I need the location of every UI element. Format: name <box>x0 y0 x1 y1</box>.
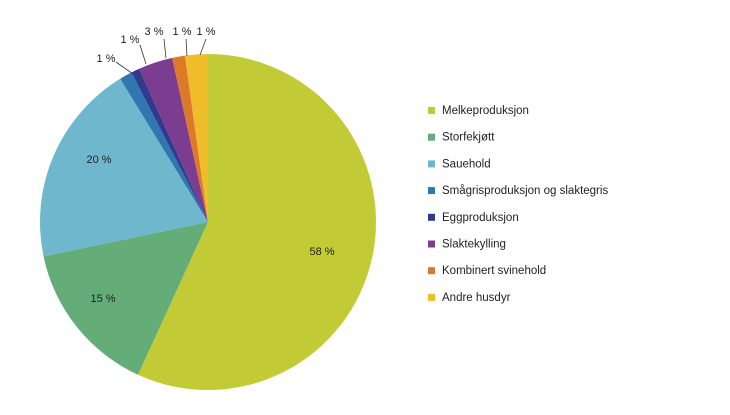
data-label-eggproduksjon: 1 % <box>121 34 140 46</box>
legend-item-andre-husdyr: Andre husdyr <box>428 292 511 304</box>
legend-item-sma-grisproduksjon-og-slaktegris: Smågrisproduksjon og slaktegris <box>428 185 608 197</box>
pie-slices <box>39 53 376 391</box>
leader-line-sma-grisproduksjon-og-slaktegris <box>115 61 134 75</box>
label-leader-lines <box>115 38 207 75</box>
pie-slice-melkeproduksjon <box>138 54 376 391</box>
pie-slice-eggproduksjon <box>131 68 208 222</box>
legend-label: Kombinert svinehold <box>442 265 546 277</box>
data-label-sauehold: 20 % <box>86 154 111 166</box>
data-label-slaktekylling: 3 % <box>145 26 164 38</box>
legend-swatch <box>428 133 435 141</box>
legend-label: Sauehold <box>442 158 491 170</box>
data-labels: 58 % 15 % 20 % 1 % 1 % 3 % 1 % 1 % <box>86 26 334 305</box>
data-label-kombinert-svinehold: 1 % <box>173 26 192 38</box>
legend-label: Eggproduksjon <box>442 212 519 224</box>
pie-slice-kombinert-svinehold <box>172 55 208 223</box>
legend-item-kombinert-svinehold: Kombinert svinehold <box>428 265 546 277</box>
legend-swatch <box>428 187 435 195</box>
pie-slice-storfekj-tt <box>43 222 208 375</box>
legend-label: Andre husdyr <box>442 292 511 304</box>
legend-swatch <box>428 160 435 168</box>
legend-swatch <box>428 267 435 275</box>
leader-line-andre-husdyr <box>199 38 207 56</box>
data-label-sma-grisproduksjon-og-slaktegris: 1 % <box>97 53 116 65</box>
legend-swatch <box>428 107 435 114</box>
leader-line-eggproduksjon <box>139 44 147 65</box>
pie-slice-slaktekylling <box>139 57 208 222</box>
pie-slice-andre-husdyr <box>184 53 208 222</box>
legend-label: Smågrisproduksjon og slaktegris <box>442 185 608 197</box>
pie-slice-sma-grisproduksjon-og-slaktegris <box>120 72 208 222</box>
legend-label: Melkeproduksjon <box>442 105 529 117</box>
legend-swatch <box>428 293 435 301</box>
leader-line-slaktekylling <box>163 38 167 59</box>
data-label-andre-husdyr: 1 % <box>197 26 216 38</box>
legend-label: Slaktekylling <box>442 239 506 251</box>
data-label-storfekj-tt: 15 % <box>90 293 115 305</box>
legend-item-melkeproduksjon: Melkeproduksjon <box>428 105 529 117</box>
leader-line-kombinert-svinehold <box>185 38 188 57</box>
legend-item-storfekj-tt: Storfekjøtt <box>428 132 495 144</box>
legend-item-sauehold: Sauehold <box>428 158 491 170</box>
legend-item-slaktekylling: Slaktekylling <box>428 239 506 251</box>
legend: Melkeproduksjon Storfekjøtt Sauehold Smågri… <box>428 105 608 304</box>
legend-swatch <box>428 213 435 221</box>
legend-label: Storfekjøtt <box>442 132 495 144</box>
pie-slice-sauehold <box>39 78 208 257</box>
legend-swatch <box>428 240 435 248</box>
legend-item-eggproduksjon: Eggproduksjon <box>428 212 519 224</box>
data-label-melkeproduksjon: 58 % <box>309 246 334 258</box>
